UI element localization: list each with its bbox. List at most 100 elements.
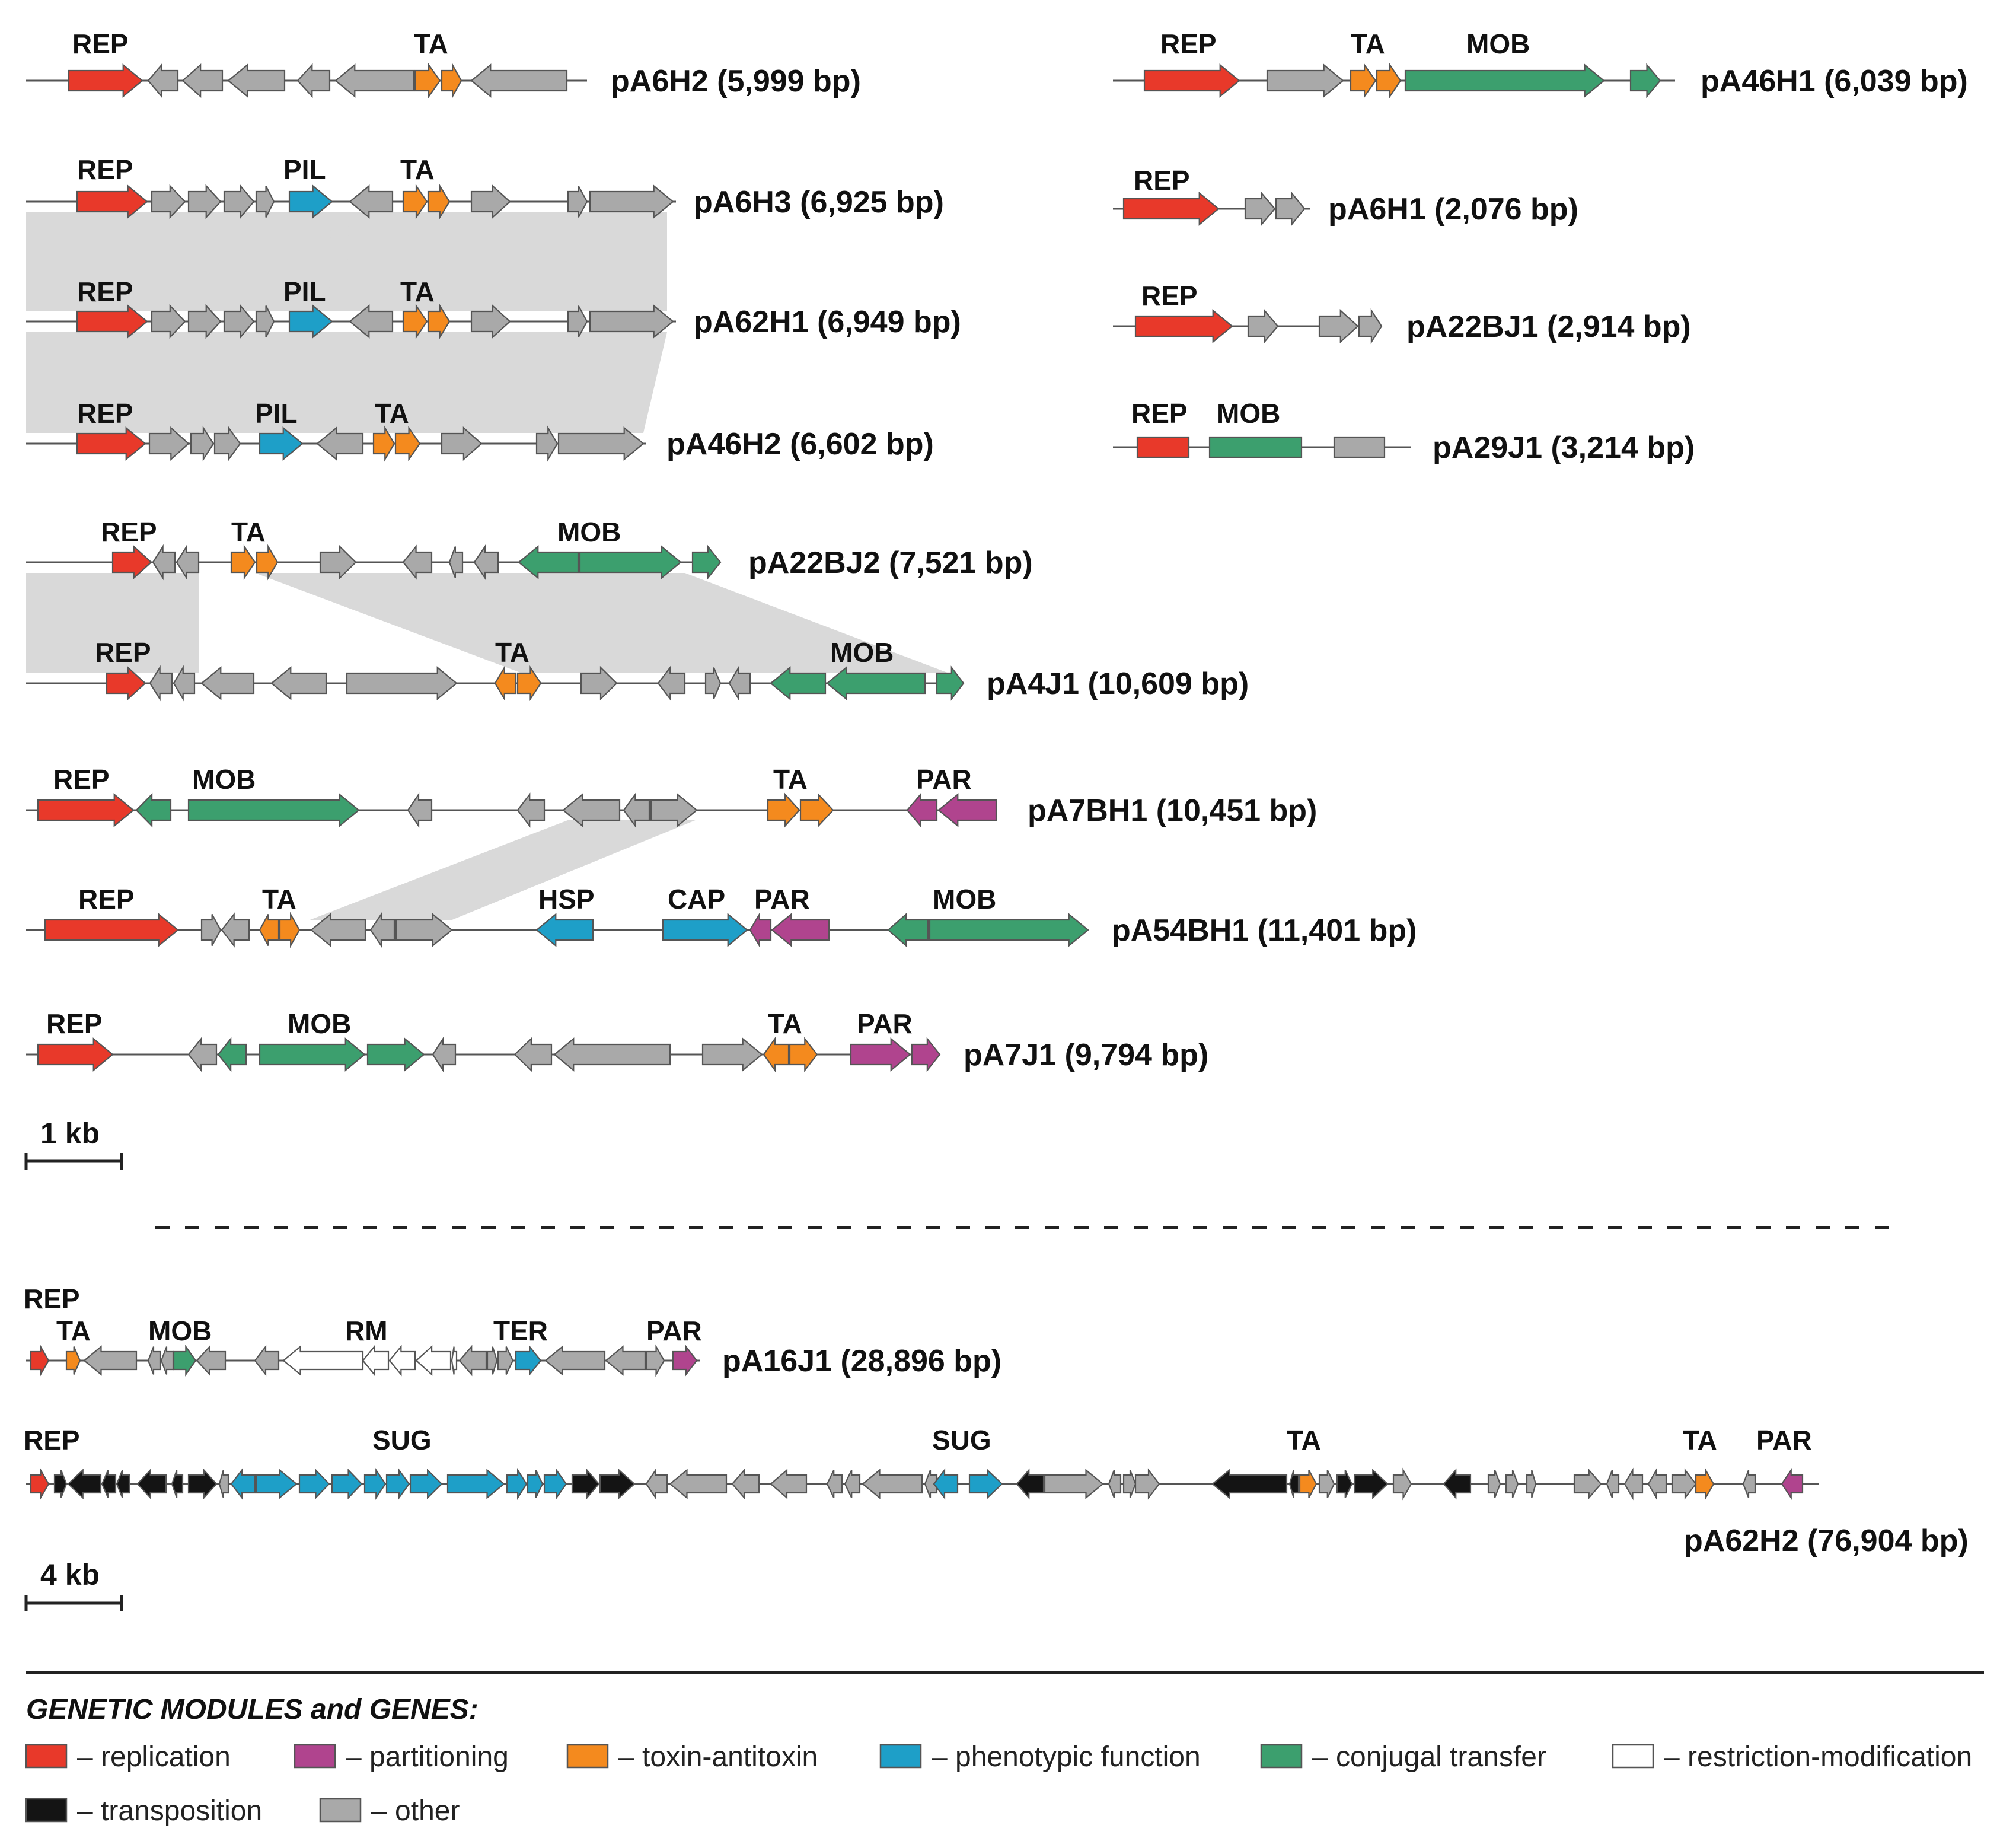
gene-arrow-other-pA7BH1-7: [650, 793, 698, 827]
gene-arrow-conjugal-transfer-pA7BH1-2: [187, 793, 360, 827]
gene-arrow-other-pA16J1-4: [160, 1346, 174, 1375]
module-label-pA16J1-0: REP: [24, 1283, 80, 1314]
gene-arrow-other-pA16J1-2: [83, 1345, 138, 1376]
gene-arrow-other-pA62H1-2: [187, 304, 222, 339]
plasmid-label-pA7J1: pA7J1 (9,794 bp): [964, 1038, 1208, 1072]
module-label-pA29J1-0: REP: [1131, 398, 1188, 429]
module-label-pA46H1-0: REP: [1160, 28, 1217, 59]
gene-arrow-toxin-antitoxin-pA46H1-3: [1376, 62, 1402, 99]
gene-arrow-toxin-antitoxin-pA4J1-7: [516, 665, 542, 702]
gene-arrow-phenotypic-pA62H2-10: [255, 1469, 298, 1499]
gene-arrow-restriction-modification-pA16J1-8: [282, 1345, 364, 1376]
gene-arrow-other-pA62H1-3: [223, 304, 255, 339]
module-label-pA54BH1-5: MOB: [933, 884, 996, 915]
legend-heading: GENETIC MODULES and GENES:: [26, 1694, 479, 1725]
gene-arrow-other-pA62H2-54: [1742, 1470, 1756, 1498]
synteny-block-2: [181, 332, 279, 433]
gene-arrow-other-pA62H2-47: [1526, 1470, 1537, 1498]
legend-label-phenotypic: – phenotypic function: [932, 1741, 1201, 1773]
gene-arrow-phenotypic-pA62H2-12: [331, 1468, 363, 1500]
module-label-pA6H1-0: REP: [1134, 165, 1190, 196]
module-label-pA54BH1-1: TA: [262, 884, 296, 915]
gene-arrow-other-pA62H2-28: [862, 1469, 923, 1499]
plasmid-label-pA16J1: pA16J1 (28,896 bp): [722, 1344, 1001, 1378]
module-label-pA46H2-0: REP: [77, 398, 133, 429]
module-label-pA62H1-2: TA: [400, 276, 435, 307]
gene-arrow-other-pA54BH1-6: [369, 912, 395, 948]
gene-arrow-other-pA4J1-3: [200, 666, 255, 700]
legend-swatch-toxin_antitoxin: [566, 1744, 609, 1769]
gene-arrow-other-pA62H2-45: [1487, 1470, 1501, 1498]
gene-arrow-toxin-antitoxin-pA62H2-39: [1299, 1470, 1318, 1498]
synteny-block-6: [308, 820, 697, 920]
gene-arrow-other-pA16J1-17: [544, 1345, 606, 1376]
module-label-pA16J1-1: TA: [56, 1315, 91, 1346]
legend-label-other: – other: [371, 1795, 460, 1827]
gene-arrow-partitioning-pA7BH1-10: [906, 792, 938, 828]
gene-arrow-other-pA62H2-25: [770, 1469, 808, 1499]
module-label-pA6H3-1: PIL: [283, 154, 326, 185]
gene-arrow-transposition-pA62H2-42: [1354, 1469, 1389, 1499]
gene-arrow-other-pA62H2-34: [1108, 1470, 1122, 1498]
gene-arrow-conjugal-transfer-pA46H1-5: [1629, 63, 1661, 98]
gene-arrow-other-pA6H1-2: [1275, 191, 1306, 227]
gene-arrow-other-pA16J1-19: [645, 1344, 665, 1377]
gene-arrow-other-pA62H2-22: [645, 1467, 668, 1501]
module-label-pA22BJ2-2: MOB: [557, 517, 621, 547]
gene-arrow-other-pA62H2-8: [218, 1470, 229, 1498]
gene-arrow-toxin-antitoxin-pA4J1-6: [494, 665, 517, 702]
module-label-pA16J1-4: TER: [493, 1315, 548, 1346]
gene-arrows: [30, 62, 1804, 1501]
gene-arrow-transposition-pA62H2-20: [571, 1468, 600, 1500]
gene-arrow-other-pA62H2-26: [826, 1470, 843, 1498]
gene-arrow-toxin-antitoxin-pA62H2-53: [1695, 1467, 1715, 1501]
gene-arrow-partitioning-pA16J1-20: [672, 1345, 698, 1377]
gene-arrow-phenotypic-pA62H2-31: [968, 1469, 1003, 1499]
gene-arrow-other-pA16J1-18: [605, 1345, 646, 1376]
scale-bar-1kb: 1 kb: [24, 1117, 123, 1170]
gene-arrow-toxin-antitoxin-pA22BJ2-3: [230, 544, 256, 581]
gene-arrow-other-pA62H1-1: [151, 304, 186, 339]
gene-arrow-other-pA46H2-2: [190, 425, 215, 462]
gene-arrow-toxin-antitoxin-pA62H1-8: [427, 303, 451, 340]
plasmid-label-pA6H2: pA6H2 (5,999 bp): [611, 64, 861, 98]
gene-arrow-other-pA62H2-48: [1573, 1468, 1602, 1500]
plasmid-label-pA4J1: pA4J1 (10,609 bp): [987, 667, 1249, 701]
gene-arrow-other-pA7BH1-5: [562, 793, 621, 827]
plasmid-label-pA29J1: pA29J1 (3,214 bp): [1433, 431, 1695, 465]
gene-arrow-other-pA16J1-13: [458, 1345, 487, 1377]
gene-arrow-phenotypic-pA6H3-5: [288, 184, 333, 219]
gene-arrow-restriction-modification-pA16J1-9: [362, 1345, 390, 1377]
gene-arrow-conjugal-transfer-pA7J1-3: [259, 1037, 366, 1072]
gene-arrow-phenotypic-pA62H2-17: [506, 1467, 528, 1501]
gene-arrow-conjugal-transfer-pA4J1-13: [826, 666, 926, 700]
gene-arrow-toxin-antitoxin-pA6H2-6: [414, 63, 441, 98]
gene-arrow-toxin-antitoxin-pA46H1-2: [1350, 63, 1377, 98]
gene-arrow-toxin-antitoxin-pA7J1-9: [763, 1037, 790, 1072]
module-label-pA6H2-1: TA: [414, 28, 448, 59]
gene-arrow-other-pA46H2-9: [535, 425, 559, 462]
module-label-pA46H1-2: MOB: [1466, 28, 1530, 59]
module-label-pA22BJ1-0: REP: [1141, 281, 1198, 311]
gene-arrow-phenotypic-pA16J1-16: [515, 1345, 542, 1377]
gene-arrow-transposition-pA62H2-1: [53, 1470, 68, 1498]
gene-arrow-other-pA54BH1-5: [310, 913, 366, 947]
module-label-pA54BH1-0: REP: [78, 884, 135, 915]
module-label-pA22BJ2-1: TA: [231, 517, 266, 547]
legend-label-partitioning: – partitioning: [346, 1741, 509, 1773]
module-label-pA16J1-5: PAR: [646, 1315, 702, 1346]
plasmid-label-pA46H2: pA46H2 (6,602 bp): [666, 427, 934, 461]
gene-arrow-toxin-antitoxin-pA46H2-6: [372, 425, 395, 462]
gene-arrow-replication-pA4J1-0: [106, 665, 146, 701]
gene-arrow-transposition-pA62H2-3: [101, 1470, 117, 1498]
gene-arrow-other-pA62H1-10: [567, 305, 588, 338]
legend-swatch-other: [319, 1798, 362, 1823]
gene-arrow-replication-pA7BH1-0: [37, 793, 135, 827]
gene-arrow-phenotypic-pA62H2-9: [230, 1468, 256, 1500]
gene-arrow-other-pA22BJ1-2: [1318, 308, 1359, 344]
legend-label-conjugal: – conjugal transfer: [1312, 1741, 1546, 1773]
gene-arrow-toxin-antitoxin-pA16J1-1: [65, 1346, 81, 1375]
gene-arrow-other-pA54BH1-2: [221, 912, 250, 948]
gene-arrow-phenotypic-pA62H1-5: [288, 304, 333, 339]
